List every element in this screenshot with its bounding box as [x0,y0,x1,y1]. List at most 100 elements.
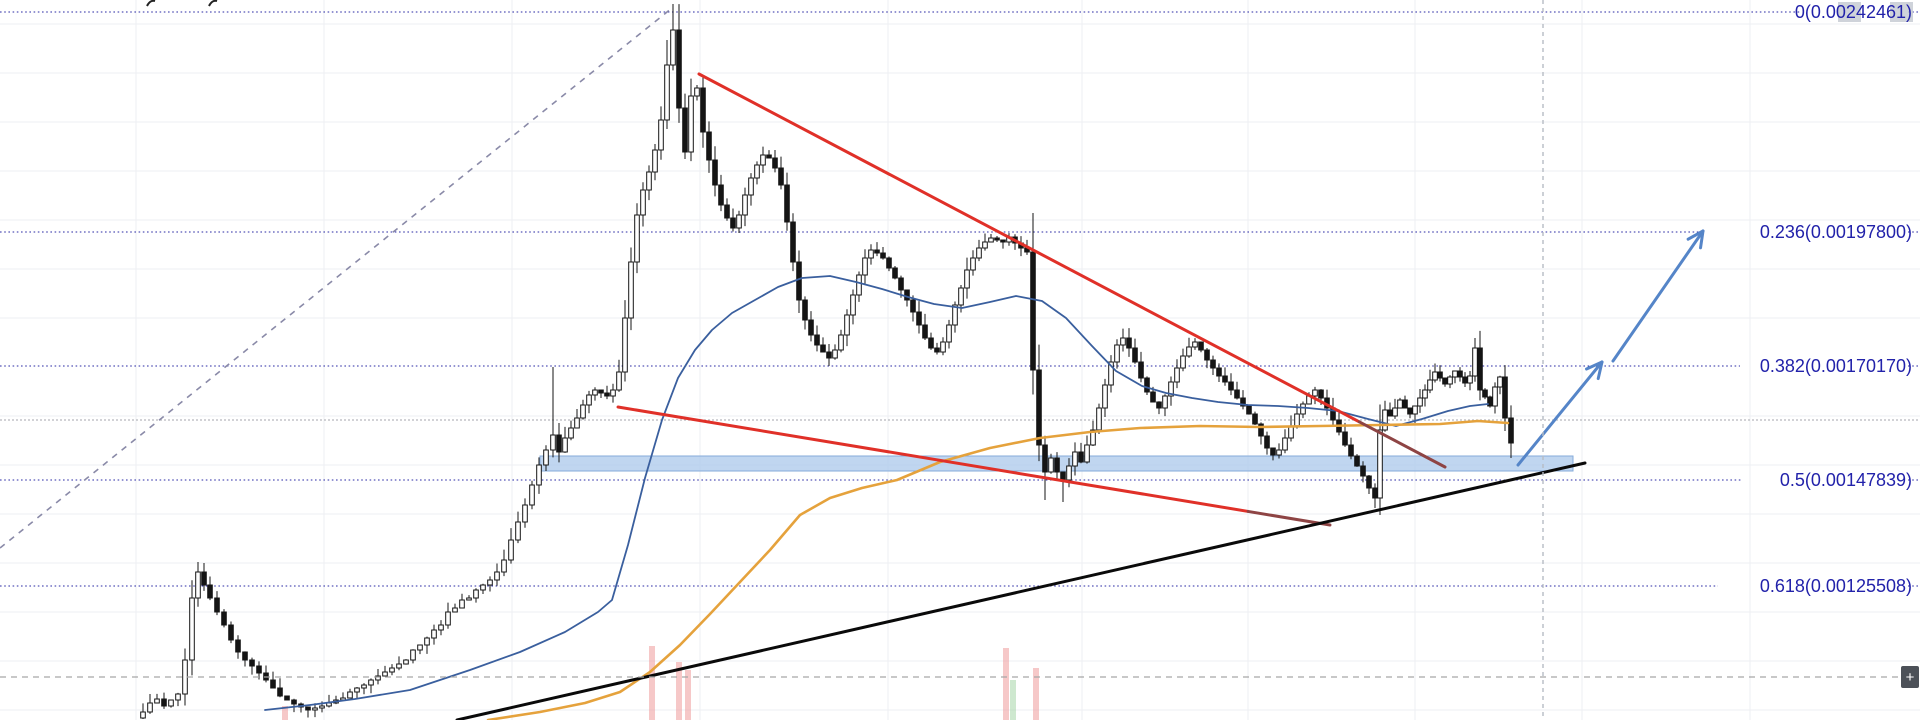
candle-body [622,317,628,373]
candle-body [1186,346,1192,357]
candle-body [1042,444,1048,473]
candle-body [676,29,682,109]
candle-body [772,157,778,169]
candle-body [586,394,592,406]
fib-label-0618[interactable]: 0.618(0.00125508) [1759,576,1912,596]
candle-body [808,319,814,336]
candle-body [270,679,276,689]
fib-label-0236[interactable]: 0.236(0.00197800) [1759,222,1912,242]
candle-body [640,189,646,216]
fib-label-0[interactable]: 0(0.00242461) [1794,2,1912,22]
candle-body [319,705,325,709]
candle-body [291,699,297,705]
candle-body [1502,376,1508,419]
support-ascending-trendline[interactable] [455,461,1587,720]
candle-body [1036,369,1042,446]
candle-body [508,539,514,561]
candle-body [634,214,640,263]
candle-body [1000,239,1006,243]
candle-body [814,334,820,346]
fib-label-0382[interactable]: 0.382(0.00170170) [1759,356,1912,376]
candle-body [1342,431,1348,446]
candle-body [543,449,549,466]
candle-body [1452,370,1458,378]
candle-body [1366,475,1372,489]
candle-body [501,559,507,573]
resistance-upper-trendline[interactable] [697,72,1361,424]
candle-body [161,698,167,707]
volume-bar [1003,648,1009,720]
candle-body [742,194,748,216]
add-order-plus-button[interactable]: + [1901,666,1919,688]
ma-slow-orange [486,419,1510,720]
candle-body [1457,370,1463,378]
candle-body [1497,376,1503,388]
candle-body [175,693,181,701]
candle-body [778,167,784,186]
candle-body [706,131,712,161]
candle-body [766,154,772,159]
candle-body [730,217,736,229]
candle-body [856,274,862,296]
fib-label-05[interactable]: 0.5(0.00147839) [1779,470,1912,490]
candle-body [940,341,946,353]
candle-body [1407,407,1413,415]
candle-body [718,184,724,206]
candle-body [976,247,982,259]
resistance-lower-trendline[interactable] [616,405,1250,513]
candle-body [403,659,409,665]
candle-body [670,29,676,66]
candle-body [1492,386,1498,407]
candle-body [242,651,248,661]
candle-body [1348,444,1354,457]
candle-body [652,149,658,173]
candle-body [724,204,730,219]
candle-body [480,584,486,591]
candle-body [946,324,952,343]
candle-body [1126,337,1132,349]
candle-body [688,95,694,153]
candle-body [1198,341,1204,351]
candle-body [536,464,542,486]
candle-body [1300,403,1306,415]
candle-body [1377,429,1383,499]
candle-body [922,324,928,339]
candle-body [1294,413,1300,427]
projection-to-0382-arrow-shaft[interactable] [1516,360,1604,467]
candle-body [616,371,622,391]
candle-body [1276,449,1282,456]
volume-bar [649,646,655,720]
candle-body [168,699,174,707]
candle-body [396,663,402,669]
candle-body [874,249,880,254]
candle-body [354,687,360,693]
candle-body [221,611,227,626]
candle-body [1078,451,1084,463]
candle-body [529,484,535,506]
candle-body [1150,391,1156,403]
arrowhead-icon [1596,360,1604,381]
candle-body [1397,399,1403,409]
candle-body [235,639,241,653]
candle-body [682,107,688,153]
candle-body [1192,341,1198,348]
candle-body [790,221,796,263]
candle-body [1422,389,1428,399]
candle-body [1114,344,1120,363]
candle-body [466,597,472,601]
candle-body [610,389,616,397]
candle-body [189,597,195,661]
candle-body [459,599,465,609]
candle-body [1354,455,1360,467]
candle-body [1168,381,1174,397]
projection-to-0236-arrow-shaft[interactable] [1611,229,1705,363]
candle-body [1472,347,1478,377]
candle-body [249,659,255,667]
candle-body [1264,435,1270,449]
candle-body [1312,389,1318,397]
candle-body [431,629,437,639]
candle-body [1030,251,1036,371]
candle-body [1372,487,1378,499]
candle-body [1222,375,1228,383]
